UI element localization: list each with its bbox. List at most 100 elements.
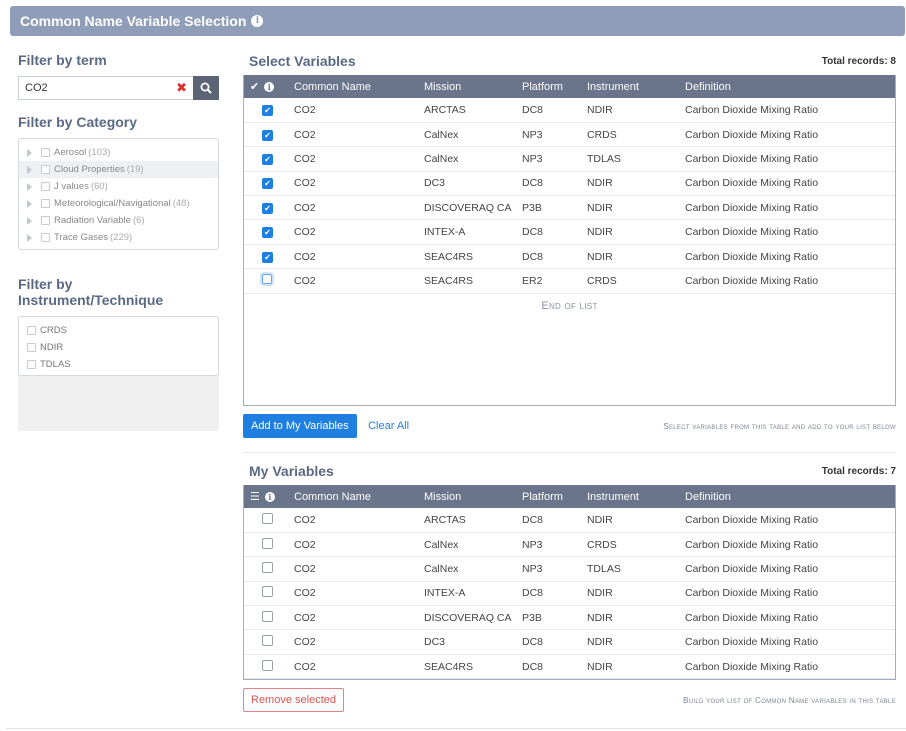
table-row[interactable]: CO2 DC3 DC8 NDIR Carbon Dioxide Mixing Ratio — [244, 629, 895, 655]
category-checkbox[interactable] — [41, 165, 50, 174]
row-select-cell[interactable] — [244, 629, 288, 655]
category-checkbox[interactable] — [41, 233, 50, 242]
category-count: (60) — [90, 181, 108, 192]
expand-arrow-icon[interactable] — [27, 165, 32, 174]
category-item[interactable]: Radiation Variable (6) — [19, 212, 218, 229]
expand-arrow-icon[interactable] — [27, 216, 32, 225]
row-checkbox[interactable]: ✔ — [262, 251, 273, 263]
col-common-name[interactable]: Common Name — [288, 485, 418, 508]
table-row[interactable]: ✔ CO2 CalNex NP3 CRDS Carbon Dioxide Mixing R… — [244, 122, 895, 148]
window-title-bar: Common Name Variable Selection i — [10, 6, 905, 36]
col-mission[interactable]: Mission — [418, 75, 516, 98]
table-row[interactable]: CO2 SEAC4RS ER2 CRDS Carbon Dioxide Mixing R… — [244, 268, 895, 294]
table-row[interactable]: CO2 SEAC4RS DC8 NDIR Carbon Dioxide Mixing R… — [244, 654, 895, 680]
table-row[interactable]: ✔ CO2 DC3 DC8 NDIR Carbon Dioxide Mixing Rati… — [244, 171, 895, 197]
instrument-checkbox[interactable] — [27, 343, 36, 352]
instrument-checkbox[interactable] — [27, 360, 36, 369]
search-button[interactable] — [193, 76, 219, 100]
row-select-cell[interactable]: ✔ — [244, 122, 288, 148]
table-row[interactable]: ✔ CO2 SEAC4RS DC8 NDIR Carbon Dioxide Mixing … — [244, 244, 895, 270]
clear-icon[interactable]: ✖ — [176, 80, 187, 95]
info-icon[interactable]: i — [264, 491, 275, 502]
col-platform[interactable]: Platform — [516, 75, 581, 98]
row-checkbox[interactable] — [262, 537, 273, 549]
col-mission[interactable]: Mission — [418, 485, 516, 508]
row-select-cell[interactable]: ✔ — [244, 98, 288, 123]
row-checkbox[interactable] — [262, 659, 273, 671]
search-input[interactable]: CO2 ✖ — [18, 76, 193, 100]
table-row[interactable]: ✔ CO2 CalNex NP3 TDLAS Carbon Dioxide Mixing … — [244, 146, 895, 172]
category-checkbox[interactable] — [41, 199, 50, 208]
expand-arrow-icon[interactable] — [27, 233, 32, 242]
clear-all-link[interactable]: Clear All — [368, 420, 410, 432]
table-row[interactable]: ✔ CO2 INTEX-A DC8 NDIR Carbon Dioxide Mixing … — [244, 219, 895, 245]
expand-arrow-icon[interactable] — [27, 199, 32, 208]
row-checkbox[interactable]: ✔ — [262, 178, 273, 190]
row-checkbox[interactable] — [262, 512, 273, 524]
remove-selected-button[interactable]: Remove selected — [243, 688, 344, 713]
row-select-cell[interactable]: ✔ — [244, 195, 288, 221]
row-select-cell[interactable]: ✔ — [244, 171, 288, 197]
category-item[interactable]: Meteorological/Navigational (48) — [19, 195, 218, 212]
category-item[interactable]: J values (60) — [19, 178, 218, 195]
row-checkbox[interactable]: ✔ — [262, 104, 273, 116]
table-row[interactable]: ✔ CO2 ARCTAS DC8 NDIR Carbon Dioxide Mixing R… — [244, 98, 895, 123]
cell-instrument: NDIR — [581, 605, 679, 631]
table-row[interactable]: CO2 INTEX-A DC8 NDIR Carbon Dioxide Mixing R… — [244, 581, 895, 607]
info-icon[interactable]: i — [251, 15, 264, 27]
instrument-item[interactable]: TDLAS — [19, 356, 218, 373]
row-checkbox[interactable] — [262, 635, 273, 647]
row-select-cell[interactable] — [244, 581, 288, 607]
col-instrument[interactable]: Instrument — [581, 75, 679, 98]
row-select-cell[interactable] — [244, 268, 288, 294]
add-to-my-variables-button[interactable]: Add to My Variables — [243, 414, 357, 438]
category-item[interactable]: Trace Gases (229) — [19, 229, 218, 246]
category-checkbox[interactable] — [41, 216, 50, 225]
row-checkbox[interactable] — [262, 586, 273, 598]
row-select-cell[interactable] — [244, 508, 288, 533]
instrument-item[interactable]: NDIR — [19, 339, 218, 356]
cell-platform: DC8 — [516, 244, 581, 270]
table-row[interactable]: CO2 CalNex NP3 CRDS Carbon Dioxide Mixing Ra… — [244, 532, 895, 558]
table-row[interactable]: CO2 ARCTAS DC8 NDIR Carbon Dioxide Mixing Ra… — [244, 508, 895, 533]
category-checkbox[interactable] — [41, 148, 50, 157]
col-instrument[interactable]: Instrument — [581, 485, 679, 508]
cell-definition: Carbon Dioxide Mixing Ratio — [679, 508, 895, 533]
col-platform[interactable]: Platform — [516, 485, 581, 508]
row-select-cell[interactable] — [244, 605, 288, 631]
table-row[interactable]: ✔ CO2 DISCOVERAQ CA P3B NDIR Carbon Dioxide M… — [244, 195, 895, 221]
row-select-cell[interactable] — [244, 556, 288, 582]
row-checkbox[interactable] — [262, 610, 273, 622]
col-definition[interactable]: Definition — [679, 75, 895, 98]
row-checkbox[interactable] — [262, 561, 273, 573]
category-item[interactable]: Cloud Properties (19) — [19, 161, 218, 178]
expand-arrow-icon[interactable] — [27, 148, 32, 157]
col-common-name[interactable]: Common Name — [288, 75, 418, 98]
category-checkbox[interactable] — [41, 182, 50, 191]
row-select-cell[interactable] — [244, 654, 288, 680]
row-checkbox[interactable]: ✔ — [262, 153, 273, 165]
instrument-list: CRDS NDIR TDLAS — [18, 316, 219, 376]
table-row[interactable]: CO2 CalNex NP3 TDLAS Carbon Dioxide Mixing R… — [244, 556, 895, 582]
row-select-cell[interactable]: ✔ — [244, 244, 288, 270]
row-checkbox[interactable]: ✔ — [262, 202, 273, 214]
cell-platform: NP3 — [516, 122, 581, 148]
col-definition[interactable]: Definition — [679, 485, 895, 508]
table-row[interactable]: CO2 DISCOVERAQ CA P3B NDIR Carbon Dioxide Mi… — [244, 605, 895, 631]
expand-arrow-icon[interactable] — [27, 182, 32, 191]
check-icon[interactable]: ✔ — [250, 81, 260, 93]
instrument-item[interactable]: CRDS — [19, 322, 218, 339]
cell-instrument: NDIR — [581, 195, 679, 221]
row-checkbox[interactable]: ✔ — [262, 227, 273, 239]
instrument-checkbox[interactable] — [27, 326, 36, 335]
row-select-cell[interactable]: ✔ — [244, 219, 288, 245]
select-all-header[interactable]: ✔ i — [244, 75, 288, 98]
row-select-cell[interactable]: ✔ — [244, 146, 288, 172]
my-select-header[interactable]: ☰ i — [244, 485, 288, 508]
row-checkbox[interactable]: ✔ — [262, 129, 273, 141]
info-icon[interactable]: i — [264, 81, 275, 92]
list-icon[interactable]: ☰ — [250, 491, 260, 503]
category-item[interactable]: Aerosol (103) — [19, 144, 218, 161]
row-checkbox[interactable] — [262, 274, 272, 285]
row-select-cell[interactable] — [244, 532, 288, 558]
